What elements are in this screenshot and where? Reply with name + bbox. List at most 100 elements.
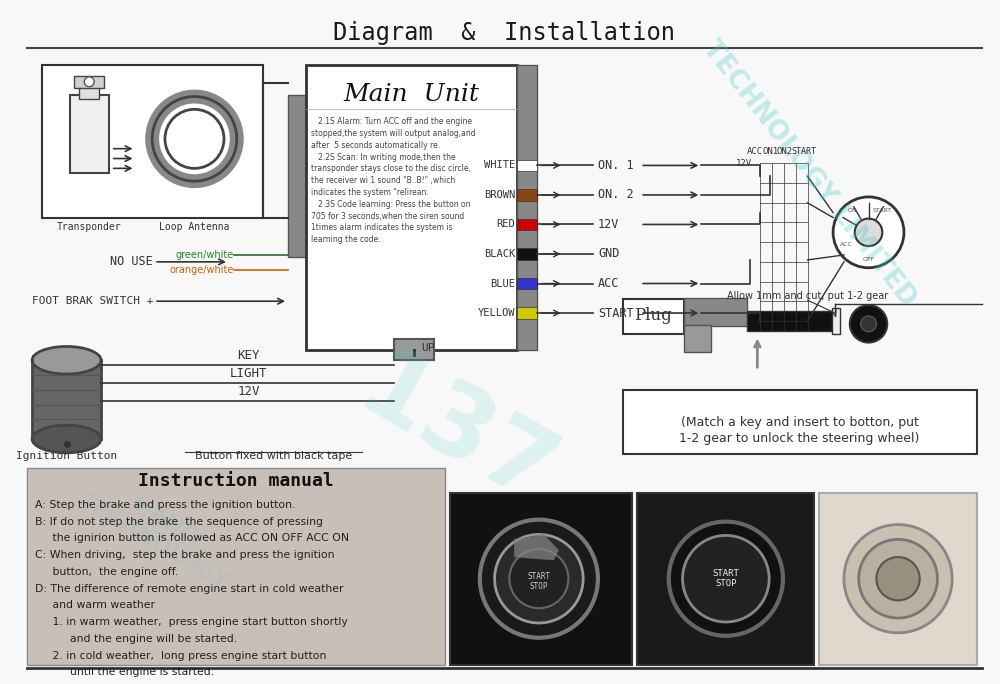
Bar bbox=[623, 299, 684, 334]
Text: 12V: 12V bbox=[598, 218, 619, 231]
Text: WHITE: WHITE bbox=[484, 161, 515, 170]
Text: orange/white: orange/white bbox=[169, 265, 234, 275]
Text: and the engine will be started.: and the engine will be started. bbox=[35, 634, 237, 644]
Circle shape bbox=[509, 549, 568, 608]
Text: NO USE: NO USE bbox=[110, 255, 153, 268]
Text: BLACK: BLACK bbox=[484, 249, 515, 259]
Bar bbox=[517, 159, 537, 171]
Text: until the engine is started.: until the engine is started. bbox=[35, 668, 214, 677]
Bar bbox=[450, 493, 632, 666]
Text: START
STOP: START STOP bbox=[527, 572, 550, 592]
Text: 2. in cold weather,  long press engine start button: 2. in cold weather, long press engine st… bbox=[35, 650, 326, 661]
Text: ON1: ON1 bbox=[762, 147, 778, 156]
Text: 12V: 12V bbox=[736, 159, 752, 168]
Text: Allow 1mm and cut, put 1-2 gear: Allow 1mm and cut, put 1-2 gear bbox=[727, 291, 888, 301]
Ellipse shape bbox=[32, 425, 101, 453]
Text: A: Step the brake and press the ignition button.: A: Step the brake and press the ignition… bbox=[35, 500, 295, 510]
Text: C: When driving,  step the brake and press the ignition: C: When driving, step the brake and pres… bbox=[35, 550, 335, 560]
Text: 137: 137 bbox=[341, 340, 570, 528]
Bar bbox=[394, 339, 434, 360]
Bar bbox=[32, 355, 101, 434]
Text: LIGHT: LIGHT bbox=[230, 367, 267, 380]
Text: FOOT BRAK SWITCH +: FOOT BRAK SWITCH + bbox=[32, 296, 153, 306]
Bar bbox=[517, 307, 537, 319]
Text: 1-2 gear to unlock the steering wheel): 1-2 gear to unlock the steering wheel) bbox=[679, 432, 920, 445]
Bar bbox=[288, 94, 306, 257]
Circle shape bbox=[859, 540, 937, 618]
Text: the ignirion button is followed as ACC ON OFF ACC ON: the ignirion button is followed as ACC O… bbox=[35, 534, 349, 544]
Circle shape bbox=[683, 536, 769, 622]
Bar bbox=[684, 298, 747, 326]
Circle shape bbox=[165, 109, 224, 168]
Text: ON. 2: ON. 2 bbox=[598, 188, 634, 202]
Text: YELLOW: YELLOW bbox=[478, 308, 515, 318]
Text: ACC: ACC bbox=[747, 147, 763, 156]
Circle shape bbox=[84, 77, 94, 87]
Text: (Match a key and insert to botton, put: (Match a key and insert to botton, put bbox=[681, 416, 919, 429]
Bar bbox=[517, 189, 537, 201]
Polygon shape bbox=[514, 534, 559, 560]
Text: ACC: ACC bbox=[840, 241, 853, 247]
Text: Ignition Button: Ignition Button bbox=[16, 451, 117, 461]
Text: Button fixed with black tape: Button fixed with black tape bbox=[195, 451, 352, 461]
Circle shape bbox=[152, 96, 237, 181]
Bar bbox=[70, 94, 109, 173]
Text: KEY: KEY bbox=[237, 350, 260, 363]
Text: OFF: OFF bbox=[862, 257, 875, 263]
Circle shape bbox=[669, 522, 783, 636]
Text: Main  Unit: Main Unit bbox=[344, 83, 479, 106]
Bar bbox=[747, 311, 836, 331]
Circle shape bbox=[861, 316, 876, 332]
Bar bbox=[306, 65, 517, 350]
Text: 1. in warm weather,  press engine start button shortly: 1. in warm weather, press engine start b… bbox=[35, 617, 348, 627]
Text: ACC: ACC bbox=[598, 277, 619, 290]
Bar bbox=[27, 469, 445, 666]
Text: START: START bbox=[791, 147, 816, 156]
Circle shape bbox=[855, 219, 882, 246]
Text: Diagram  &  Installation: Diagram & Installation bbox=[333, 21, 675, 44]
Circle shape bbox=[876, 557, 920, 601]
Text: ON2: ON2 bbox=[777, 147, 793, 156]
Circle shape bbox=[480, 520, 598, 637]
Bar bbox=[42, 65, 263, 218]
Text: ON. 1: ON. 1 bbox=[598, 159, 634, 172]
Bar bbox=[517, 219, 537, 231]
Text: green/white: green/white bbox=[176, 250, 234, 260]
Text: GND: GND bbox=[598, 248, 619, 261]
Circle shape bbox=[495, 534, 583, 623]
Bar bbox=[819, 493, 977, 666]
Bar bbox=[79, 85, 99, 99]
Text: Transponder: Transponder bbox=[57, 222, 121, 233]
Ellipse shape bbox=[32, 347, 101, 374]
Text: Loop Antenna: Loop Antenna bbox=[159, 222, 230, 233]
Text: START: START bbox=[873, 208, 892, 213]
Text: B: If do not step the brake  the sequence of pressing: B: If do not step the brake the sequence… bbox=[35, 516, 323, 527]
Text: D: The difference of remote engine start in cold weather: D: The difference of remote engine start… bbox=[35, 583, 344, 594]
Text: 12V: 12V bbox=[237, 384, 260, 397]
Circle shape bbox=[844, 525, 952, 633]
Text: UP: UP bbox=[421, 343, 434, 354]
Bar bbox=[517, 248, 537, 260]
Text: RED: RED bbox=[497, 220, 515, 229]
Bar bbox=[74, 76, 104, 88]
Text: HANO
TECHNOLOGY: HANO TECHNOLOGY bbox=[76, 471, 244, 594]
Text: START
STOP: START STOP bbox=[712, 569, 739, 588]
Text: ON: ON bbox=[848, 208, 858, 213]
Bar bbox=[517, 278, 537, 289]
Text: BLUE: BLUE bbox=[490, 278, 515, 289]
Bar bbox=[517, 65, 537, 350]
Bar bbox=[623, 390, 977, 453]
Text: START: START bbox=[598, 306, 634, 319]
Text: BROWN: BROWN bbox=[484, 190, 515, 200]
Text: Instruction manual: Instruction manual bbox=[138, 472, 334, 490]
Circle shape bbox=[850, 305, 887, 343]
Text: Plug: Plug bbox=[634, 308, 672, 324]
Bar bbox=[832, 308, 840, 334]
Bar bbox=[637, 493, 814, 666]
Circle shape bbox=[833, 197, 904, 267]
Bar bbox=[684, 325, 711, 352]
Text: button,  the engine off.: button, the engine off. bbox=[35, 567, 178, 577]
Text: and warm weather: and warm weather bbox=[35, 601, 155, 610]
Text: TECHNOLOGY LIMITED: TECHNOLOGY LIMITED bbox=[698, 36, 921, 311]
Text: 2.1S Alarm: Turn ACC off and the engine
stopped,the system will output analog,an: 2.1S Alarm: Turn ACC off and the engine … bbox=[311, 117, 475, 244]
